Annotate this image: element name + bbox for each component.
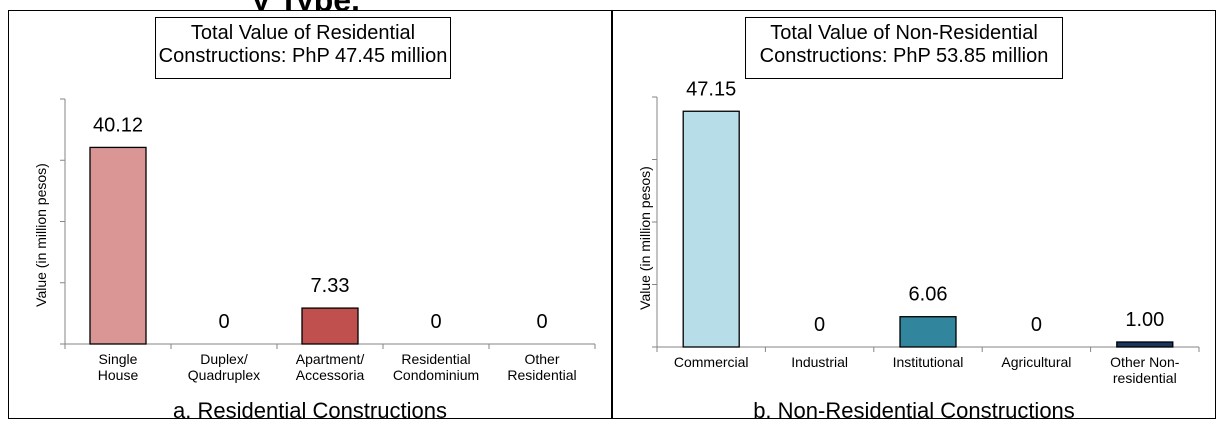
- non-residential-bar: [682, 110, 740, 348]
- residential-category-label: House: [98, 367, 139, 383]
- non-residential-category-label: Industrial: [791, 354, 848, 370]
- residential-caption: a. Residential Constructions: [173, 398, 447, 423]
- non-residential-bar: [899, 316, 957, 348]
- residential-data-label: 7.33: [311, 275, 350, 297]
- residential-total-line2: Constructions: PhP 47.45 million: [158, 45, 448, 67]
- residential-data-label: 0: [536, 311, 547, 333]
- residential-category-label: Residential: [507, 367, 576, 383]
- non-residential-category-label: Agricultural: [1001, 354, 1071, 370]
- non-residential-chart: 47.15 Commercial 0 Industrial 6.06 Institutio…: [652, 78, 1200, 386]
- residential-bar: [89, 146, 147, 345]
- residential-data-label: 0: [430, 311, 441, 333]
- residential-category-label: Accessoria: [296, 367, 365, 383]
- non-residential-data-label: 1.00: [1125, 309, 1164, 331]
- residential-category-label: Apartment/: [296, 351, 365, 367]
- non-residential-category-label: Other Non-: [1110, 354, 1180, 370]
- residential-category-label: Residential: [401, 351, 470, 367]
- non-residential-data-label: 0: [1031, 314, 1042, 336]
- residential-chart-panel: 40.12 Single House 0 Duplex/Quadruplex 7.33 Ap…: [8, 10, 612, 423]
- residential-category-label: Single: [99, 351, 138, 367]
- non-residential-caption: b. Non-Residential Constructions: [753, 398, 1075, 423]
- residential-data-label: 40.12: [93, 114, 143, 136]
- non-residential-total-line1: Total Value of Non-Residential: [770, 22, 1038, 44]
- residential-category-label: Condominium: [393, 367, 479, 383]
- non-residential-data-label: 0: [814, 314, 825, 336]
- non-residential-data-label: 6.06: [909, 284, 948, 306]
- residential-category-label: Quadruplex: [188, 367, 260, 383]
- residential-total-line1: Total Value of Residential: [190, 22, 416, 44]
- residential-y-axis-label: Value (in million pesos): [33, 163, 49, 307]
- non-residential-bar: [1116, 341, 1174, 348]
- non-residential-category-label: Commercial: [674, 354, 749, 370]
- non-residential-total-line2: Constructions: PhP 53.85 million: [759, 45, 1049, 67]
- non-residential-y-axis-label: Value (in million pesos): [637, 166, 653, 310]
- residential-category-label: Other: [524, 351, 559, 367]
- residential-total-box: Total Value of Residential Constructions…: [155, 17, 451, 79]
- non-residential-total-box: Total Value of Non-Residential Construct…: [745, 17, 1063, 79]
- non-residential-category-label: Institutional: [893, 354, 964, 370]
- residential-category-label: Duplex/: [200, 351, 248, 367]
- non-residential-category-label: residential: [1113, 370, 1177, 386]
- residential-data-label: 0: [218, 311, 229, 333]
- residential-bar: [301, 307, 359, 345]
- non-residential-data-label: 47.15: [686, 78, 736, 100]
- non-residential-chart-panel: 47.15 Commercial 0 Industrial 6.06 Institutio…: [612, 10, 1216, 423]
